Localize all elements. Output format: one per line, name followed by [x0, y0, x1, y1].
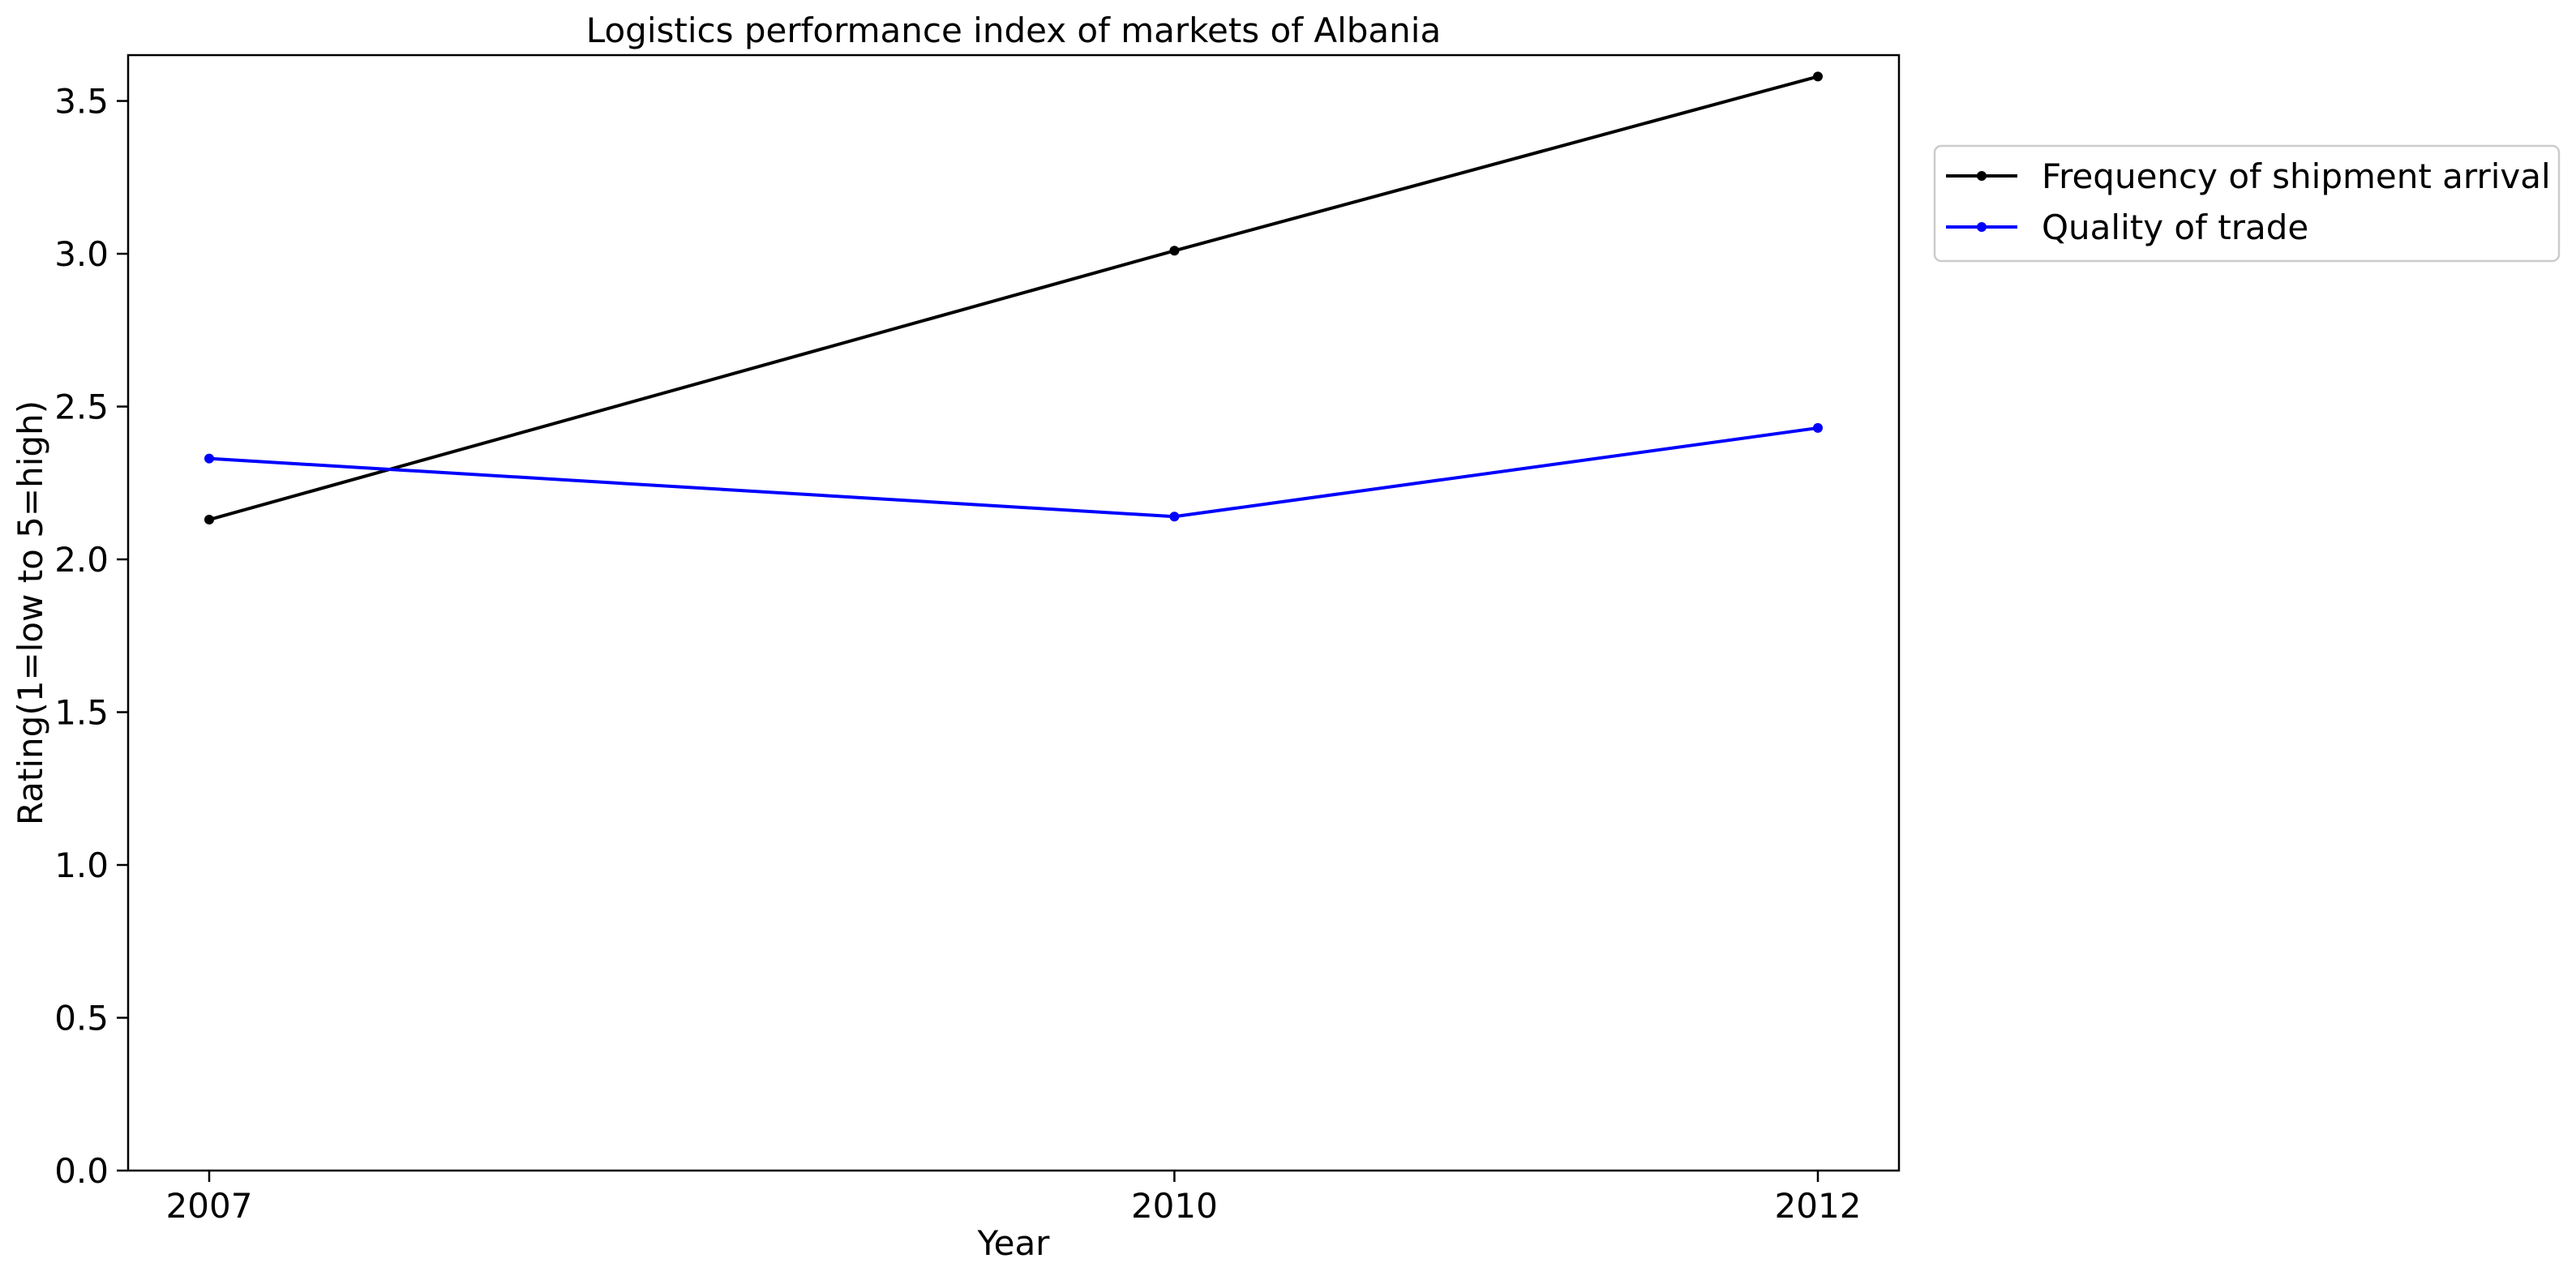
y-tick-label: 0.5	[54, 999, 109, 1038]
legend-marker	[1977, 222, 1987, 232]
y-tick-label: 2.0	[54, 540, 109, 580]
y-tick-label: 1.5	[54, 693, 109, 733]
plot-area	[126, 54, 1901, 1172]
legend: Frequency of shipment arrival Quality of …	[1933, 144, 2561, 263]
y-tick-label: 3.5	[54, 82, 109, 122]
y-tick-label: 1.0	[54, 845, 109, 885]
legend-marker	[1977, 171, 1987, 181]
y-axis: 0.0 0.5 1.0 1.5 2.0 2.5 3.0 3.5	[54, 82, 128, 1191]
chart-title: Logistics performance index of markets o…	[586, 11, 1441, 50]
data-point	[1169, 512, 1180, 522]
x-axis: 2007 2010 2012	[166, 1171, 1862, 1226]
x-tick-label: 2012	[1775, 1186, 1862, 1226]
x-axis-label: Year	[977, 1223, 1051, 1263]
legend-label: Quality of trade	[2042, 208, 2308, 247]
y-tick-label: 0.0	[54, 1151, 109, 1191]
y-tick-label: 2.5	[54, 387, 109, 427]
legend-box	[1933, 144, 2561, 263]
series-line-2	[208, 426, 1819, 519]
legend-label: Frequency of shipment arrival	[2042, 156, 2551, 196]
series-layer	[204, 71, 1823, 525]
data-point	[1813, 71, 1823, 82]
data-point	[204, 453, 214, 464]
y-tick-label: 3.0	[54, 234, 109, 274]
x-tick-label: 2010	[1131, 1186, 1218, 1226]
series-line-1	[208, 75, 1819, 521]
data-point	[1813, 422, 1823, 433]
y-axis-label: Rating(1=low to 5=high)	[11, 400, 50, 825]
data-point	[204, 515, 214, 525]
x-tick-label: 2007	[166, 1186, 253, 1226]
data-point	[1169, 246, 1180, 256]
